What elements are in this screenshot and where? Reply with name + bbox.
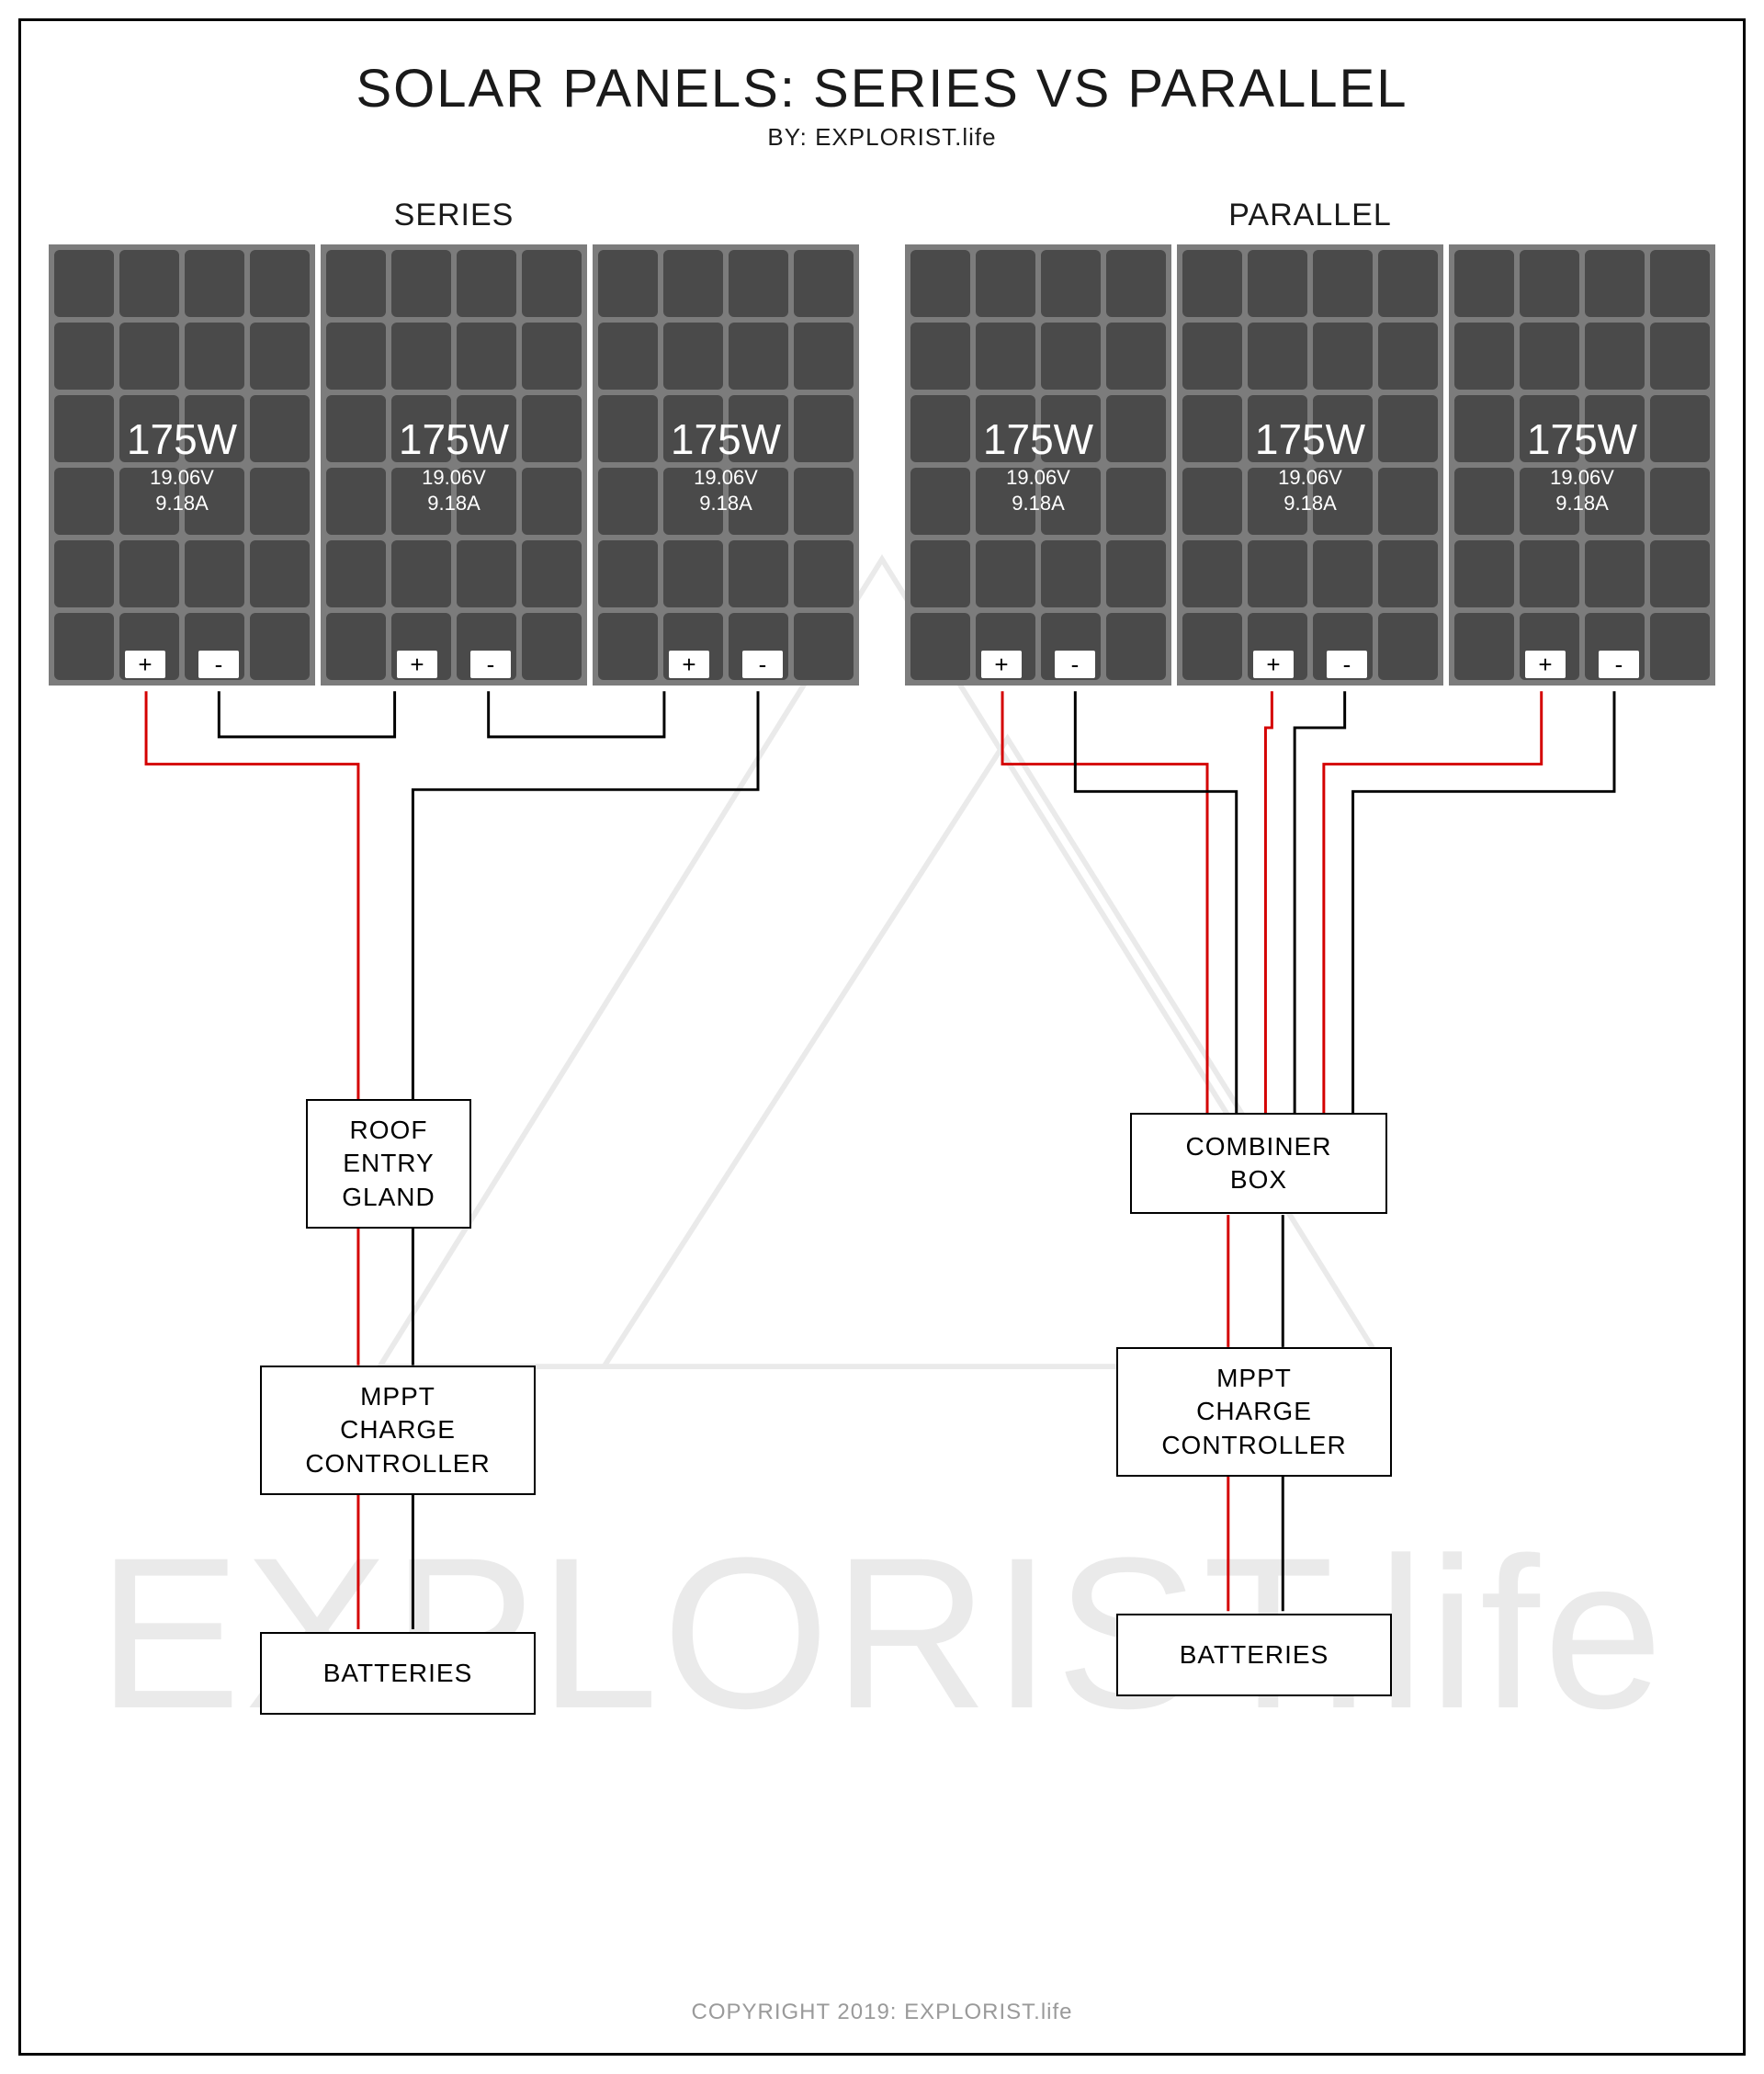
terminal-positive: + [669, 651, 709, 678]
diagram-frame: EXPLORIST.life SOLAR PANELS: SERIES VS P… [18, 18, 1746, 2056]
batteries-right: BATTERIES [1116, 1614, 1392, 1696]
terminal-negative: - [198, 651, 239, 678]
terminal-positive: + [1525, 651, 1566, 678]
terminal-positive: + [125, 651, 165, 678]
terminal-negative: - [742, 651, 783, 678]
terminal-positive: + [397, 651, 437, 678]
byline: BY: EXPLORIST.life [49, 123, 1715, 152]
wire-positive [1002, 691, 1207, 1115]
series-wiring: ROOF ENTRY GLAND MPPT CHARGE CONTROLLER BA… [49, 686, 859, 1972]
wire-negative [219, 691, 394, 737]
wire-negative [1353, 691, 1614, 1115]
main-title: SOLAR PANELS: SERIES VS PARALLEL [49, 58, 1715, 119]
wire-positive [1324, 691, 1542, 1115]
parallel-panel-row: 175W19.06V9.18A+-175W19.06V9.18A+-175W19… [905, 244, 1715, 686]
series-title: SERIES [49, 198, 859, 233]
copyright: COPYRIGHT 2019: EXPLORIST.life [49, 2000, 1715, 2025]
terminal-positive: + [981, 651, 1022, 678]
wire-negative [1295, 691, 1345, 1115]
solar-panel: 175W19.06V9.18A+- [321, 244, 587, 686]
mppt-left: MPPT CHARGE CONTROLLER [260, 1366, 536, 1495]
parallel-column: PARALLEL 175W19.06V9.18A+-175W19.06V9.18… [905, 198, 1715, 1972]
columns: SERIES 175W19.06V9.18A+-175W19.06V9.18A+… [49, 198, 1715, 1972]
parallel-wiring: COMBINER BOX MPPT CHARGE CONTROLLER BATTER… [905, 686, 1715, 1972]
mppt-right: MPPT CHARGE CONTROLLER [1116, 1347, 1392, 1477]
terminal-negative: - [1327, 651, 1367, 678]
combiner-box: COMBINER BOX [1130, 1113, 1387, 1214]
terminal-negative: - [1599, 651, 1639, 678]
wire-positive [1265, 691, 1272, 1115]
wire-positive [146, 691, 358, 1101]
terminal-negative: - [470, 651, 511, 678]
terminal-positive: + [1253, 651, 1294, 678]
parallel-title: PARALLEL [905, 198, 1715, 233]
wire-negative [413, 691, 758, 1101]
solar-panel: 175W19.06V9.18A+- [905, 244, 1171, 686]
series-column: SERIES 175W19.06V9.18A+-175W19.06V9.18A+… [49, 198, 859, 1972]
solar-panel: 175W19.06V9.18A+- [1177, 244, 1443, 686]
wire-negative [1075, 691, 1236, 1115]
series-panel-row: 175W19.06V9.18A+-175W19.06V9.18A+-175W19… [49, 244, 859, 686]
solar-panel: 175W19.06V9.18A+- [49, 244, 315, 686]
roof-entry-gland: ROOF ENTRY GLAND [306, 1099, 471, 1229]
solar-panel: 175W19.06V9.18A+- [1449, 244, 1715, 686]
wire-negative [489, 691, 664, 737]
terminal-negative: - [1055, 651, 1095, 678]
batteries-left: BATTERIES [260, 1632, 536, 1715]
solar-panel: 175W19.06V9.18A+- [593, 244, 859, 686]
